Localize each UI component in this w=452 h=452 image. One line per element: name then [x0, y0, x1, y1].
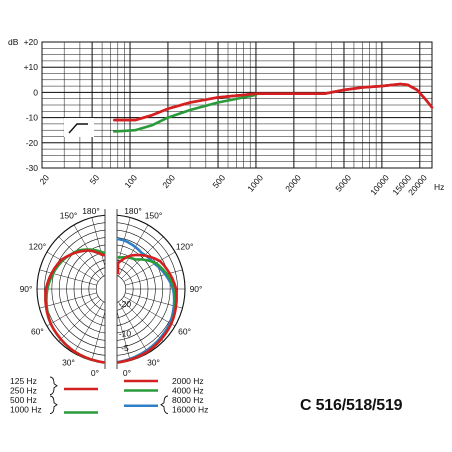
cutoff-symbol-box [64, 118, 94, 137]
angle-label-left: 60° [31, 327, 44, 337]
angle-label-left: 90° [20, 284, 33, 294]
series-line-1 [113, 93, 258, 133]
polar-spoke [121, 236, 164, 279]
polar-curve-right [116, 237, 176, 364]
angle-label-left: 150° [60, 210, 78, 220]
y-tick-label: -30 [26, 163, 39, 173]
polar-curve-right [116, 253, 178, 364]
angle-label-left: 0° [91, 368, 99, 378]
legend-label-right: 4000 Hz [172, 386, 204, 396]
x-tick-label: 20 [37, 172, 51, 186]
plot-frame [41, 41, 433, 169]
polar-spoke [118, 301, 149, 354]
legend-label-left: 500 Hz [10, 395, 37, 405]
polar-spoke [39, 269, 97, 286]
polar-spoke [58, 299, 101, 342]
y-tick-label: -20 [26, 138, 39, 148]
polar-spoke [118, 224, 149, 277]
y-tick-label: +10 [24, 62, 39, 72]
series-line-0-overlay [114, 82, 434, 122]
legend-brace [160, 395, 169, 414]
legend-label-left: 125 Hz [10, 376, 37, 386]
frequency-response-chart: +20 +10 0 -10 -20 -30 dB 20 50 100 200 500 1000 2000 5… [8, 37, 444, 197]
angle-label-right: 180° [124, 206, 142, 216]
y-axis-label: dB [8, 37, 19, 47]
angle-label-right: 90° [190, 284, 203, 294]
radial-tick-label: -5 [121, 343, 129, 353]
angle-label-right: 30° [147, 358, 160, 368]
angle-label-right: 120° [176, 242, 194, 252]
legend-label-left: 1000 Hz [10, 405, 42, 415]
angle-label-left: 120° [29, 242, 47, 252]
y-tick-label: +20 [24, 37, 39, 47]
polar-spoke [46, 296, 99, 327]
x-tick-label: 100 [122, 172, 139, 190]
legend-label-right: 2000 Hz [172, 376, 204, 386]
polar-spoke [73, 301, 104, 354]
legend-label-right: 8000 Hz [172, 395, 204, 405]
angle-label-right: 150° [145, 210, 163, 220]
polar-spoke [123, 296, 176, 327]
x-tick-label: 500 [210, 172, 227, 190]
legend-brace [49, 395, 58, 414]
polar-spoke [39, 292, 97, 309]
polar-spoke [46, 251, 99, 282]
legend-label-left: 250 Hz [10, 386, 37, 396]
polar-spoke [121, 299, 164, 342]
low-cut-filter-icon [68, 123, 88, 134]
y-tick-label: -10 [26, 113, 39, 123]
x-tick-label: 5000 [333, 172, 353, 193]
radial-tick-label: -20 [119, 299, 132, 309]
polar-spoke [58, 236, 101, 279]
model-name: C 516/518/519 [300, 397, 403, 414]
angle-label-right: 60° [178, 327, 191, 337]
x-axis-label: Hz [434, 182, 444, 192]
radial-tick-label: -10 [119, 328, 132, 338]
x-tick-label: 1000 [245, 172, 265, 193]
x-tick-label: 10000 [368, 172, 391, 197]
angle-label-left: 30° [62, 358, 75, 368]
x-tick-label: 200 [160, 172, 177, 190]
x-tick-label: 50 [87, 172, 101, 186]
angle-label-left: 180° [82, 206, 100, 216]
polar-pattern-chart: 0°30°60°90°120°150° 180°30°60°90°120°150°… [20, 206, 203, 378]
polar-curve-left [44, 249, 106, 364]
polar-spoke [123, 251, 176, 282]
legend-label-right: 16000 Hz [172, 405, 208, 415]
series-line-0 [113, 82, 434, 122]
polar-spoke [125, 269, 183, 286]
polar-divider [105, 209, 117, 369]
y-tick-label: 0 [33, 87, 38, 97]
x-tick-label: 2000 [283, 172, 303, 193]
legend-brace [49, 376, 58, 395]
angle-label-right: 0° [123, 368, 131, 378]
